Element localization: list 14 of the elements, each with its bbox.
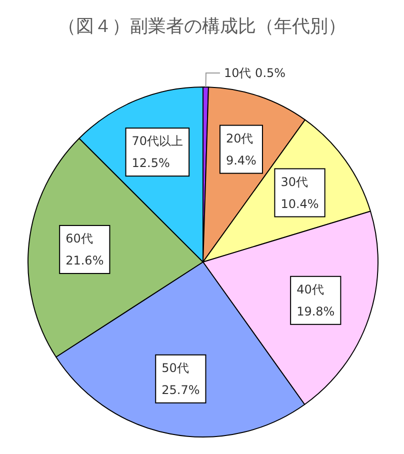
data-label: 9.4% [226,153,256,168]
data-label: 25.7% [162,382,200,397]
data-label: 19.8% [296,304,335,318]
slice-label: 50代 [162,360,189,375]
slice-label: 70代以上 [132,134,184,148]
slice-label: 40代 [296,282,324,296]
slice-label: 20代 [226,131,254,146]
chart-title: （図４）副業者の構成比（年代別） [58,16,346,37]
data-label: 10.4% [280,196,319,211]
slice-label: 30代 [280,174,308,189]
slice-label: 10代 0.5% [224,66,286,80]
data-label: 12.5% [132,156,170,170]
data-label: 21.6% [66,253,104,268]
slice-label: 60代 [66,231,93,246]
